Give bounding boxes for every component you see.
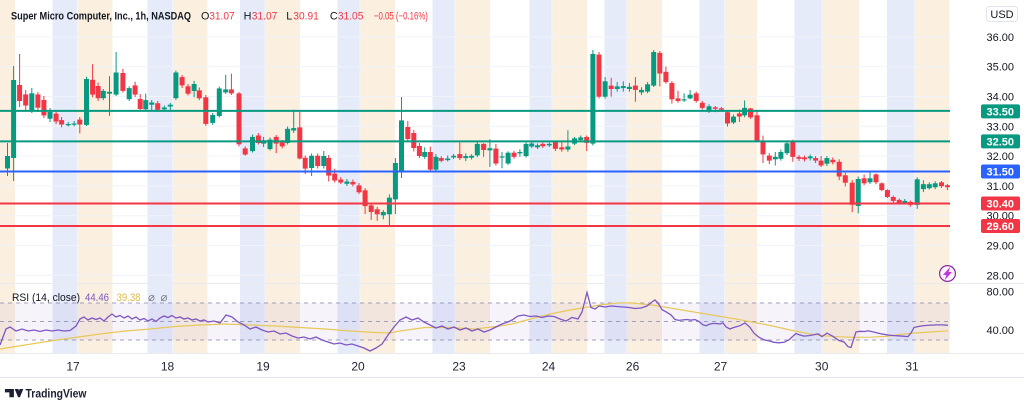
svg-text:36.00: 36.00 [986, 32, 1014, 44]
svg-text:TradingView: TradingView [26, 389, 87, 401]
svg-text:31: 31 [905, 360, 919, 374]
svg-text:20: 20 [351, 360, 365, 374]
svg-text:RSI (14, close): RSI (14, close) [12, 292, 80, 304]
svg-text:USD: USD [990, 9, 1013, 21]
svg-text:27: 27 [714, 360, 728, 374]
svg-text:C: C [330, 11, 338, 23]
svg-text:31.00: 31.00 [986, 181, 1014, 193]
svg-text:31.05: 31.05 [338, 11, 364, 23]
svg-text:44.46: 44.46 [85, 292, 109, 304]
svg-text:24: 24 [542, 360, 556, 374]
svg-text:−0.05 (−0.16%): −0.05 (−0.16%) [374, 11, 428, 23]
svg-text:34.00: 34.00 [986, 92, 1014, 104]
svg-text:29.00: 29.00 [986, 241, 1014, 253]
svg-text:31.50: 31.50 [986, 167, 1014, 179]
svg-text:⌀: ⌀ [161, 292, 168, 304]
svg-text:31.07: 31.07 [252, 11, 277, 23]
svg-text:33.50: 33.50 [986, 106, 1014, 118]
svg-text:29.60: 29.60 [986, 221, 1014, 233]
svg-text:L: L [286, 11, 292, 23]
svg-text:28.00: 28.00 [986, 270, 1014, 282]
svg-text:19: 19 [256, 360, 270, 374]
svg-text:26: 26 [626, 360, 640, 374]
svg-text:32.50: 32.50 [986, 136, 1014, 148]
svg-text:35.00: 35.00 [986, 62, 1014, 74]
svg-text:O: O [201, 11, 209, 23]
svg-text:33.00: 33.00 [986, 121, 1014, 133]
svg-text:⌀: ⌀ [148, 292, 155, 304]
svg-text:80.00: 80.00 [986, 286, 1014, 298]
svg-text:H: H [244, 11, 252, 23]
svg-text:30.40: 30.40 [986, 199, 1014, 211]
svg-text:Super Micro Computer, Inc., 1h: Super Micro Computer, Inc., 1h, NASDAQ [11, 11, 191, 23]
svg-text:40.00: 40.00 [986, 325, 1014, 337]
svg-text:18: 18 [161, 360, 175, 374]
svg-text:39.38: 39.38 [117, 292, 141, 304]
svg-text:30: 30 [815, 360, 829, 374]
svg-text:31.07: 31.07 [209, 11, 235, 23]
svg-text:23: 23 [452, 360, 466, 374]
svg-text:17: 17 [66, 360, 80, 374]
svg-text:32.00: 32.00 [986, 151, 1014, 163]
svg-text:30.91: 30.91 [293, 11, 319, 23]
